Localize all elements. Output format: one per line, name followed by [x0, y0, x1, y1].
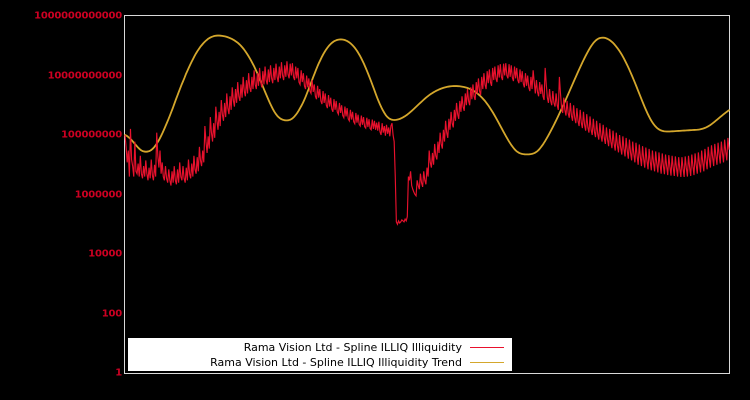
legend-label-illiquidity: Rama Vision Ltd - Spline ILLIQ Illiquidi…	[243, 340, 462, 354]
y-axis-tick-label: 10000000000	[47, 70, 123, 81]
y-axis-tick-label: 1	[115, 367, 122, 379]
legend-swatch-illiquidity-trend	[470, 361, 504, 363]
legend-item-illiquidity-trend: Rama Vision Ltd - Spline ILLIQ Illiquidi…	[129, 355, 511, 370]
plot-frame	[124, 15, 730, 374]
legend-swatch-illiquidity	[470, 346, 504, 348]
series-line-illiquidity	[124, 61, 730, 226]
y-axis-tick-label: 1000000000000	[34, 10, 122, 22]
y-axis-tick-label: 100	[101, 308, 122, 319]
legend: Rama Vision Ltd - Spline ILLIQ Illiquidi…	[128, 338, 512, 371]
y-axis-tick-label: 10000	[88, 248, 122, 260]
legend-item-illiquidity: Rama Vision Ltd - Spline ILLIQ Illiquidi…	[129, 340, 511, 355]
legend-label-illiquidity-trend: Rama Vision Ltd - Spline ILLIQ Illiquidi…	[210, 355, 462, 369]
series-line-trend	[124, 34, 730, 156]
y-axis-tick-label: 100000000	[61, 129, 122, 141]
y-axis-tick-label: 1000000	[74, 189, 123, 200]
